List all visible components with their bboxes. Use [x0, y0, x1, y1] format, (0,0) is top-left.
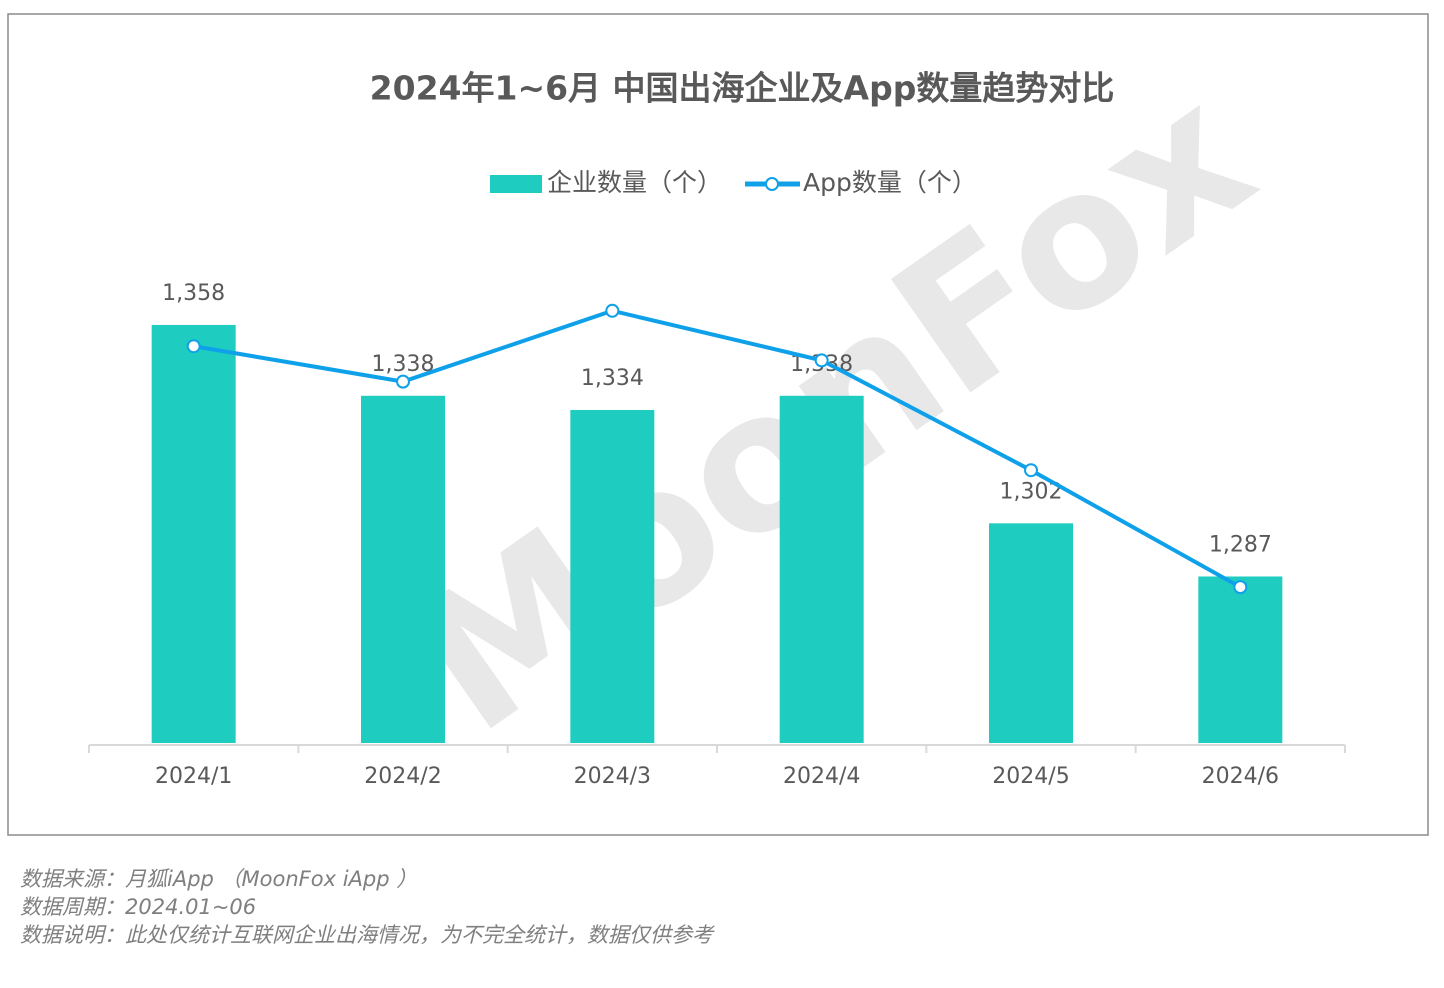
line-marker	[186, 339, 201, 354]
bar	[570, 409, 655, 743]
x-tick-label: 2024/3	[574, 764, 651, 789]
line-marker	[605, 303, 620, 318]
bar	[779, 395, 864, 743]
legend-label: 企业数量（个）	[547, 168, 722, 197]
legend-label: App数量（个）	[803, 168, 977, 197]
line-marker	[1024, 463, 1038, 478]
value-label: 1,358	[162, 281, 225, 306]
footnote: 数据来源：月狐iApp （MoonFox iApp ）	[20, 867, 417, 891]
chart-title: 2024年1~6月 中国出海企业及App数量趋势对比	[370, 69, 1115, 108]
value-label: 1,287	[1209, 532, 1272, 557]
x-tick-label: 2024/4	[783, 764, 860, 789]
x-tick-label: 2024/2	[364, 764, 441, 789]
line-marker	[1233, 580, 1248, 595]
value-label: 1,334	[581, 366, 644, 391]
footnote: 数据周期：2024.01~06	[20, 895, 256, 919]
bar	[1198, 576, 1283, 743]
x-tick-label: 2024/6	[1202, 764, 1279, 789]
footnote: 数据说明：此处仅统计互联网企业出海情况，为不完全统计，数据仅供参考	[20, 923, 715, 947]
line	[193, 308, 1242, 589]
x-tick-label: 2024/1	[155, 764, 232, 789]
bar	[151, 324, 236, 743]
x-tick-label: 2024/5	[992, 764, 1069, 789]
line-marker	[814, 353, 829, 368]
line-marker	[396, 374, 410, 389]
chart-border	[7, 13, 1429, 836]
bar	[361, 395, 445, 743]
legend-swatch	[490, 175, 542, 193]
bar	[989, 523, 1073, 743]
legend-marker	[765, 177, 779, 191]
